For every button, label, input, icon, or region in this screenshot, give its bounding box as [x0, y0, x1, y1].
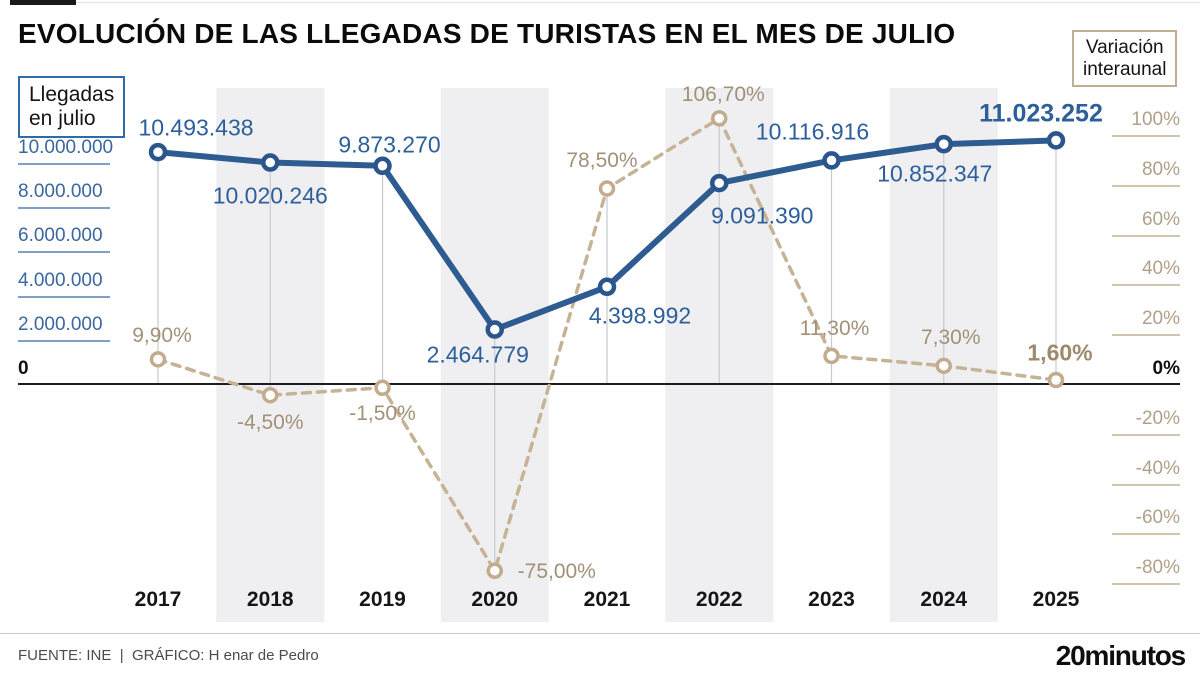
left-axis-tick-0: 0: [18, 358, 29, 379]
left-axis-tick-6.000.000: 6.000.000: [18, 225, 110, 254]
arrivals-point-2021: [597, 277, 617, 297]
arrivals-point-2019: [373, 156, 392, 176]
year-label-2019: 2019: [359, 588, 406, 611]
variation-point-2019: [374, 379, 391, 396]
legend-arrivals-line1: Llegadas: [29, 83, 115, 106]
left-axis-tick-2.000.000: 2.000.000: [18, 314, 110, 342]
variation-value-label-2022: 106,70%: [681, 83, 765, 107]
right-axis-tick-60%: 60%: [1112, 209, 1180, 237]
year-label-2024: 2024: [920, 588, 968, 611]
variation-value-label-2020: -75,00%: [517, 559, 596, 583]
arrivals-point-2025: [1046, 131, 1066, 150]
arrivals-value-label-2024: 10.852.347: [877, 160, 993, 187]
footer-separator2: [124, 647, 128, 664]
right-axis-tick--60%: -60%: [1112, 507, 1180, 536]
arrivals-point-2023: [822, 151, 841, 170]
arrivals-point-2020: [485, 320, 504, 339]
right-axis-tick--20%: -20%: [1112, 408, 1180, 436]
arrivals-value-label-2021: 4.398.992: [588, 302, 692, 329]
variation-point-2020: [486, 562, 503, 579]
right-axis-tick-40%: 40%: [1112, 258, 1180, 287]
right-axis-tick--80%: -80%: [1112, 557, 1180, 586]
variation-value-label-2017: 9,90%: [132, 324, 192, 348]
left-axis-tick-8.000.000: 8.000.000: [18, 181, 110, 210]
variation-value-label-2024: 7,30%: [920, 325, 981, 349]
variation-point-2018: [262, 386, 279, 404]
arrivals-value-label-2022: 9.091.390: [711, 202, 814, 229]
variation-value-label-2023: 11,30%: [799, 316, 870, 340]
year-label-2023: 2023: [808, 588, 855, 611]
variation-value-label-2021: 78,50%: [566, 148, 638, 172]
arrivals-point-2022: [710, 173, 729, 193]
footer-credit: GRÁFICO: H enar de Pedro: [131, 647, 319, 664]
variation-point-2021: [598, 180, 616, 197]
arrivals-point-2017: [148, 142, 168, 162]
variation-point-2025: [1047, 371, 1065, 389]
top-rule: [76, 2, 1200, 3]
year-label-2018: 2018: [246, 588, 294, 611]
variation-value-label-2018: -4,50%: [236, 411, 304, 435]
variation-value-label-2025: 1,60%: [1027, 339, 1093, 366]
year-label-2022: 2022: [695, 588, 743, 611]
year-label-2021: 2021: [583, 588, 631, 611]
footer-rule: [0, 633, 1200, 634]
publisher-logo: 20minutos: [1055, 640, 1186, 671]
left-axis-tick-10.000.000: 10.000.000: [18, 137, 113, 165]
arrivals-value-label-2023: 10.116.916: [755, 118, 870, 145]
year-label-2017: 2017: [134, 588, 182, 611]
variation-point-2024: [935, 357, 952, 375]
legend-arrivals-line2: en julio: [29, 106, 96, 130]
footer-source-credit: FUENTE: INE | GRÁFICO: H enar de Pedro: [18, 647, 319, 664]
arrivals-value-label-2020: 2.464.779: [426, 341, 529, 368]
right-axis-tick-20%: 20%: [1112, 308, 1180, 337]
legend-variation-box: Variación interaunal: [1072, 30, 1178, 88]
year-label-2020: 2020: [471, 588, 519, 611]
footer-pipe: |: [119, 647, 124, 664]
arrivals-point-2024: [934, 134, 953, 154]
legend-variation-line1: Variación: [1085, 37, 1164, 58]
arrivals-value-label-2017: 10.493.438: [138, 114, 254, 141]
right-axis-tick--40%: -40%: [1112, 458, 1180, 486]
left-axis-tick-4.000.000: 4.000.000: [18, 270, 110, 298]
page-title: EVOLUCIÓN DE LAS LLEGADAS DE TURISTAS EN…: [18, 18, 956, 49]
right-axis-tick-0%: 0%: [1152, 358, 1180, 379]
arrivals-value-label-2019: 9.873.270: [338, 131, 441, 158]
right-axis-tick-80%: 80%: [1112, 159, 1180, 187]
legend-arrivals-box: Llegadas en julio: [18, 76, 126, 138]
variation-point-2017: [149, 351, 167, 368]
variation-value-label-2019: -1,50%: [349, 401, 416, 425]
right-axis-tick-100%: 100%: [1112, 109, 1180, 137]
year-label-2025: 2025: [1032, 588, 1080, 611]
variation-point-2022: [711, 110, 728, 127]
variation-point-2023: [823, 347, 840, 365]
top-left-dash: [10, 0, 76, 5]
footer-source: FUENTE: INE: [18, 647, 112, 664]
arrivals-value-label-2025: 11.023.252: [979, 99, 1103, 128]
arrivals-value-label-2018: 10.020.246: [212, 182, 328, 209]
legend-variation-line2: interaunal: [1083, 58, 1167, 80]
arrivals-point-2018: [261, 153, 280, 172]
